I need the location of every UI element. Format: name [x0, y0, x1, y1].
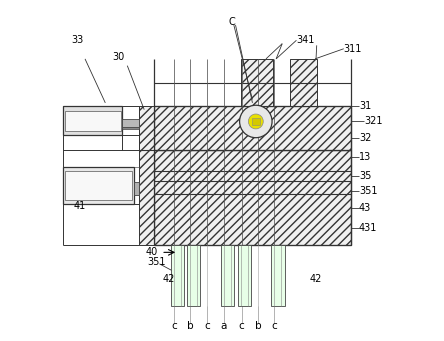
Text: a: a — [221, 321, 227, 331]
Bar — [134, 182, 139, 195]
Text: c: c — [204, 321, 210, 331]
Text: 33: 33 — [71, 35, 84, 45]
Text: 13: 13 — [359, 152, 371, 162]
Text: 351: 351 — [359, 186, 377, 196]
Text: 341: 341 — [297, 35, 315, 45]
Text: 41: 41 — [73, 201, 85, 211]
Bar — [170, 245, 184, 306]
Text: 30: 30 — [112, 52, 124, 62]
Text: 431: 431 — [359, 223, 377, 233]
Bar — [63, 167, 134, 204]
Text: 31: 31 — [359, 101, 371, 111]
Text: 35: 35 — [359, 170, 371, 181]
Bar — [252, 118, 260, 125]
Bar — [65, 110, 120, 131]
Bar — [221, 245, 234, 306]
Text: 42: 42 — [309, 275, 321, 284]
Text: 40: 40 — [145, 247, 158, 257]
Text: 351: 351 — [147, 257, 166, 267]
Bar — [289, 59, 317, 106]
Text: 32: 32 — [359, 133, 371, 143]
Text: c: c — [239, 321, 245, 331]
Text: C: C — [229, 17, 235, 27]
Text: b: b — [186, 321, 193, 331]
Bar — [139, 106, 155, 245]
Bar — [241, 59, 273, 106]
Text: b: b — [255, 321, 262, 331]
Circle shape — [248, 114, 263, 129]
Bar — [271, 245, 285, 306]
Bar — [155, 150, 350, 245]
Text: 43: 43 — [359, 203, 371, 213]
Text: 321: 321 — [364, 117, 383, 127]
Bar — [65, 171, 132, 200]
Bar — [63, 106, 122, 135]
Bar — [155, 106, 350, 150]
Bar — [238, 245, 251, 306]
Text: 311: 311 — [344, 44, 362, 54]
Circle shape — [240, 105, 272, 138]
Text: c: c — [272, 321, 278, 331]
Bar — [122, 119, 139, 127]
Text: c: c — [171, 321, 177, 331]
Bar — [187, 245, 200, 306]
Bar — [122, 127, 139, 129]
Text: 42: 42 — [163, 275, 175, 284]
